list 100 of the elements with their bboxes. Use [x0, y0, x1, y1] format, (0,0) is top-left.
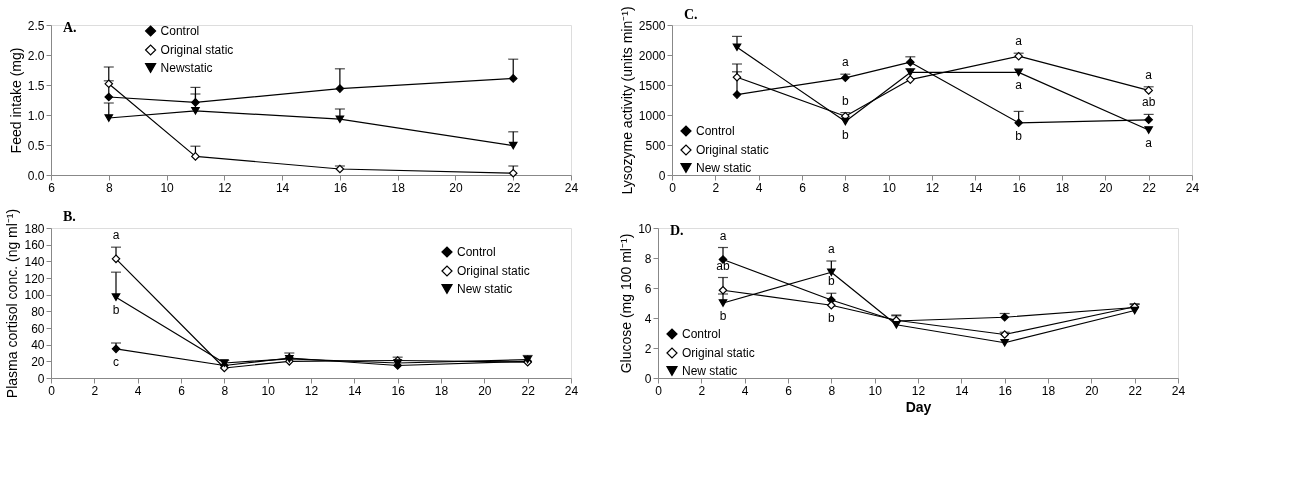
x-tick-label: 14: [348, 383, 362, 398]
annotation: b: [827, 274, 835, 289]
legend-label: New static: [696, 161, 752, 175]
x-tick-label: 2: [712, 180, 720, 195]
y-tick-label: 140: [24, 254, 45, 269]
legend-label: Original static: [682, 346, 755, 360]
x-tick-label: 8: [105, 180, 113, 195]
x-tick-label: 22: [521, 383, 536, 398]
annotation: b: [841, 93, 849, 108]
x-tick-label: 8: [828, 383, 836, 398]
legend-label: Control: [696, 124, 735, 138]
y-tick-label: 2: [644, 341, 652, 356]
y-tick-label: 160: [24, 238, 45, 253]
annotation: a: [1015, 34, 1023, 49]
x-tick-label: 14: [969, 180, 983, 195]
y-tick-label: 100: [24, 288, 45, 303]
annotation: a: [1145, 136, 1153, 150]
x-tick-label: 2: [91, 383, 99, 398]
x-tick-label: 6: [178, 383, 186, 398]
x-tick-label: 18: [1055, 180, 1070, 195]
legend-label: Original static: [160, 43, 234, 57]
y-tick-label: 10: [638, 221, 652, 236]
y-tick-label: 0: [658, 168, 666, 183]
x-tick-label: 12: [304, 383, 319, 398]
annotation: b: [719, 309, 727, 323]
x-tick-label: 14: [955, 383, 969, 398]
y-tick-label: 120: [24, 271, 45, 286]
chart-title: A.: [63, 20, 77, 35]
y-tick-label: 1.0: [27, 108, 45, 123]
x-tick-label: 6: [48, 180, 56, 195]
y-tick-label: 20: [31, 354, 45, 369]
annotation: ab: [1141, 95, 1156, 110]
y-tick-label: 1.5: [27, 78, 45, 93]
y-tick-label: 2500: [638, 18, 666, 33]
chart-title: D.: [670, 223, 684, 238]
x-tick-label: 16: [333, 180, 348, 195]
chart-title: B.: [63, 209, 76, 225]
y-axis-title: Plasma cortisol conc. (ng ml⁻¹): [4, 208, 21, 399]
annotation: b: [112, 303, 120, 318]
x-tick-label: 16: [998, 383, 1013, 398]
x-tick-label: 18: [391, 180, 406, 195]
y-tick-label: 1000: [638, 108, 666, 123]
annotation: a: [1145, 67, 1153, 82]
y-tick-label: 40: [31, 338, 45, 353]
legend-label: New static: [457, 282, 513, 296]
x-tick-label: 24: [564, 383, 579, 398]
y-tick-label: 0: [644, 371, 652, 386]
x-tick-label: 8: [221, 383, 229, 398]
y-axis-title: Lysozyme activity (units min⁻¹): [618, 6, 635, 195]
x-tick-label: 18: [1041, 383, 1056, 398]
x-tick-label: 20: [478, 383, 492, 398]
x-tick-label: 12: [925, 180, 940, 195]
annotation: a: [719, 228, 727, 243]
x-tick-label: 20: [1085, 383, 1099, 398]
x-tick-label: 10: [160, 180, 175, 195]
x-tick-label: 12: [218, 180, 232, 195]
x-tick-label: 24: [1185, 180, 1200, 195]
y-tick-label: 80: [31, 304, 45, 319]
x-tick-label: 4: [741, 383, 749, 398]
legend-label: New static: [682, 364, 738, 378]
y-tick-label: 0: [37, 371, 45, 386]
y-tick-label: 2000: [638, 48, 666, 63]
x-tick-label: 8: [842, 180, 850, 195]
y-tick-label: 0.0: [27, 168, 45, 183]
annotation: a: [841, 55, 849, 70]
y-tick-label: 2.5: [27, 18, 45, 33]
x-tick-label: 0: [48, 383, 56, 398]
annotation: a: [112, 228, 120, 243]
x-tick-label: 4: [755, 180, 763, 195]
annotation: b: [827, 311, 835, 326]
x-tick-label: 4: [134, 383, 142, 398]
x-tick-label: 10: [261, 383, 276, 398]
x-tick-label: 12: [911, 383, 926, 398]
annotation: c: [113, 354, 119, 369]
y-tick-label: 0.5: [27, 138, 45, 153]
x-axis-title: Day: [905, 398, 932, 415]
chart-title: C.: [684, 6, 698, 22]
x-tick-label: 6: [799, 180, 807, 195]
annotation: ab: [716, 258, 730, 273]
x-tick-label: 22: [1128, 383, 1143, 398]
x-tick-label: 16: [391, 383, 406, 398]
x-tick-label: 10: [868, 383, 883, 398]
legend-label: Newstatic: [160, 61, 213, 75]
legend-label: Original static: [457, 264, 530, 278]
x-tick-label: 14: [275, 180, 290, 195]
x-tick-label: 24: [1171, 383, 1186, 398]
legend-label: Control: [457, 245, 496, 259]
x-tick-label: 20: [449, 180, 463, 195]
y-tick-label: 60: [31, 321, 45, 336]
legend-label: Control: [160, 24, 200, 38]
x-tick-label: 16: [1012, 180, 1027, 195]
x-tick-label: 2: [698, 383, 706, 398]
x-tick-label: 22: [507, 180, 521, 195]
y-axis-title: Feed intake (mg): [7, 47, 24, 154]
x-tick-label: 10: [882, 180, 897, 195]
y-axis-title: Glucose (mg 100 ml⁻¹): [618, 233, 635, 374]
x-tick-label: 24: [564, 180, 579, 195]
x-tick-label: 18: [434, 383, 449, 398]
legend-label: Original static: [696, 143, 769, 157]
y-tick-label: 1500: [638, 78, 666, 93]
